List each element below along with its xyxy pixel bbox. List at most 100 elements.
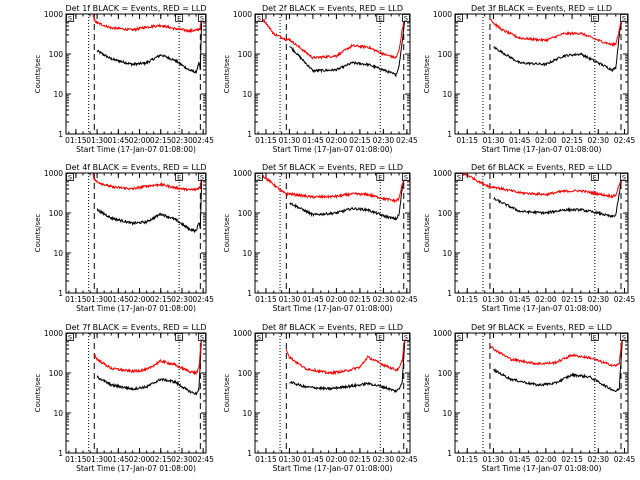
corner-mark-label: E: [378, 334, 382, 342]
x-tick-label: 02:15: [150, 455, 172, 464]
y-tick-label: 10: [242, 409, 252, 418]
x-tick-label: 02:30: [171, 136, 193, 145]
x-tick-label: 02:00: [535, 136, 557, 145]
corner-mark-label: S: [404, 174, 408, 182]
x-axis-label: Start Time (17-Jan-07 01:08:00): [482, 464, 602, 473]
corner-mark-label: S: [622, 174, 626, 182]
x-tick-label: 02:15: [150, 136, 172, 145]
x-axis-label: Start Time (17-Jan-07 01:08:00): [482, 304, 602, 313]
x-tick-label: 01:30: [279, 136, 301, 145]
y-tick-label: 10: [442, 90, 452, 99]
y-tick-label: 1: [58, 130, 63, 139]
y-axis-label: Counts/sec: [223, 374, 231, 413]
corner-mark-label: S: [622, 334, 626, 342]
x-tick-label: 02:45: [192, 295, 214, 304]
x-tick-label: 02:00: [535, 455, 557, 464]
corner-mark-label: S: [257, 15, 261, 23]
events-series: [493, 173, 627, 219]
y-tick-label: 100: [49, 50, 64, 59]
x-tick-label: 02:15: [150, 295, 172, 304]
corner-mark-box: [590, 173, 599, 181]
corner-mark-label: E: [378, 174, 382, 182]
x-tick-label: 01:45: [509, 136, 531, 145]
y-tick-label: 100: [49, 209, 64, 218]
corner-mark-label: S: [457, 334, 461, 342]
events-series: [96, 14, 206, 74]
x-tick-label: 01:45: [108, 295, 130, 304]
corner-mark-box: [455, 333, 463, 341]
x-tick-label: 02:45: [396, 295, 418, 304]
y-axis-label: Counts/sec: [423, 374, 431, 413]
x-tick-label: 02:30: [373, 136, 395, 145]
x-tick-label: 02:45: [614, 136, 636, 145]
x-tick-label: 02:30: [171, 455, 193, 464]
corner-mark-label: S: [257, 174, 261, 182]
x-tick-label: 02:15: [561, 455, 583, 464]
y-tick-label: 100: [238, 369, 253, 378]
x-tick-label: 02:45: [192, 136, 214, 145]
corner-mark-label: S: [200, 15, 204, 23]
x-tick-label: 02:30: [587, 295, 609, 304]
plot-frame: [254, 172, 411, 294]
y-tick-label: 1000: [233, 10, 252, 19]
x-tick-label: 02:00: [326, 295, 348, 304]
y-axis-label: Counts/sec: [223, 55, 231, 94]
plot-frame: [254, 13, 411, 135]
lld-series: [255, 173, 409, 204]
detector-panel-3: Det 3f BLACK = Events, RED = LLD 1 10 100 10…: [423, 4, 636, 154]
y-tick-label: 10: [442, 409, 452, 418]
plot-frame: [65, 13, 207, 135]
corner-mark-label: E: [177, 15, 181, 23]
y-axis-label: Counts/sec: [34, 55, 42, 94]
lld-series: [93, 333, 206, 376]
corner-mark-box: [376, 173, 385, 181]
x-tick-label: 01:30: [483, 295, 505, 304]
corner-mark-box: [255, 173, 263, 181]
plot-frame: [65, 172, 207, 294]
x-tick-label: 01:30: [86, 136, 108, 145]
x-tick-label: 01:15: [255, 455, 277, 464]
y-tick-label: 10: [53, 249, 63, 258]
y-tick-label: 10: [442, 249, 452, 258]
detector-panel-2: Det 2f BLACK = Events, RED = LLD 1 10 100 10…: [223, 4, 418, 154]
x-tick-label: 01:15: [255, 136, 277, 145]
y-tick-label: 100: [438, 50, 453, 59]
x-axis-label: Start Time (17-Jan-07 01:08:00): [273, 464, 393, 473]
x-tick-label: 02:00: [326, 136, 348, 145]
y-tick-label: 100: [238, 209, 253, 218]
corner-mark-box: [66, 14, 74, 22]
y-tick-label: 1: [447, 130, 452, 139]
detector-panel-1: Det 1f BLACK = Events, RED = LLD 1 10 100 10…: [34, 4, 214, 154]
corner-mark-box: [402, 173, 410, 181]
x-tick-label: 01:45: [108, 455, 130, 464]
y-tick-label: 100: [438, 369, 453, 378]
x-tick-label: 01:45: [302, 136, 324, 145]
y-tick-label: 100: [438, 209, 453, 218]
y-tick-label: 1000: [233, 169, 252, 178]
x-axis-label: Start Time (17-Jan-07 01:08:00): [273, 304, 393, 313]
events-series: [289, 173, 409, 221]
x-tick-label: 02:15: [349, 455, 371, 464]
x-axis-label: Start Time (17-Jan-07 01:08:00): [273, 145, 393, 154]
y-tick-label: 1000: [233, 329, 252, 338]
plot-frame: [454, 172, 629, 294]
corner-mark-box: [255, 14, 263, 22]
y-tick-label: 100: [238, 50, 253, 59]
corner-mark-box: [66, 333, 74, 341]
corner-mark-label: S: [622, 15, 626, 23]
lld-series: [92, 173, 205, 192]
corner-mark-box: [175, 14, 184, 22]
panel-title: Det 9f BLACK = Events, RED = LLD: [471, 323, 612, 332]
y-tick-label: 10: [53, 409, 63, 418]
y-tick-label: 1000: [433, 169, 452, 178]
corner-mark-box: [255, 333, 263, 341]
x-tick-label: 01:15: [65, 455, 87, 464]
corner-mark-label: E: [177, 334, 181, 342]
lld-series: [489, 333, 627, 368]
panel-title: Det 6f BLACK = Events, RED = LLD: [471, 163, 612, 172]
corner-mark-label: S: [200, 174, 204, 182]
lld-series: [489, 14, 627, 48]
panel-title: Det 4f BLACK = Events, RED = LLD: [65, 163, 206, 172]
x-tick-label: 01:15: [456, 455, 478, 464]
